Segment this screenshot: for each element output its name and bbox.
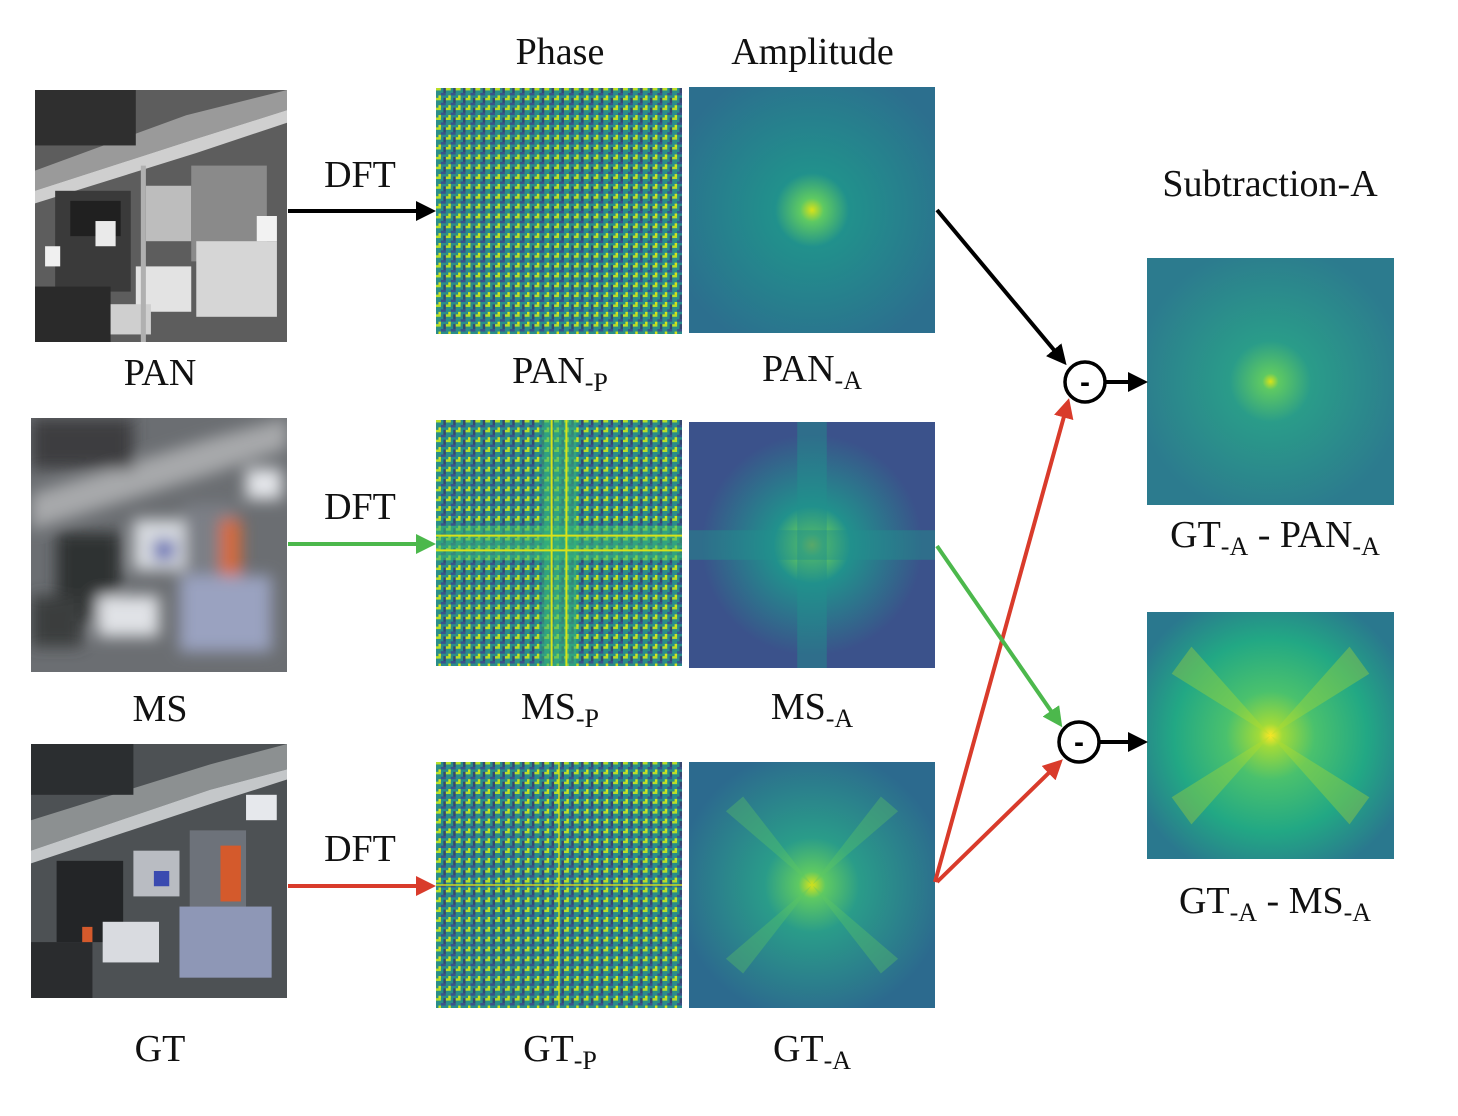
- ms-image: [31, 418, 287, 672]
- pan-phase-image: [436, 88, 682, 334]
- gt-phase-image: [436, 762, 682, 1008]
- pan-image: [35, 90, 287, 342]
- gt-phase-label: GT-P: [523, 1028, 597, 1075]
- ms-phase-image: [436, 420, 682, 666]
- gt-amplitude-image: [689, 762, 935, 1008]
- pan-phase-label: PAN-P: [512, 350, 608, 397]
- ms-phase-label: MS-P: [520, 686, 600, 733]
- gt-amp-to-op2-arrow: [935, 759, 1063, 884]
- ms-amplitude-image: [689, 422, 935, 668]
- gt-image: [31, 744, 287, 998]
- subtract-symbol-2: -: [1074, 726, 1084, 759]
- pan-amp-to-op1-arrow: [935, 208, 1067, 366]
- ms-amp-to-op2-arrow: [935, 544, 1063, 728]
- pan-dft-label: DFT: [324, 154, 396, 196]
- gt-dft-label: DFT: [324, 828, 396, 870]
- pan-amplitude-label: PAN-A: [762, 348, 862, 395]
- gt-minus-pan-amplitude-image: [1147, 258, 1394, 505]
- subtract-operator-2: [1057, 720, 1101, 764]
- subtract-symbol-1: -: [1080, 366, 1090, 399]
- phase-header: Phase: [515, 31, 605, 73]
- subtract-operator-1: [1063, 360, 1107, 404]
- pan-label: PAN: [123, 352, 197, 394]
- ms-amplitude-label: MS-A: [770, 686, 854, 733]
- amplitude-header: Amplitude: [731, 31, 894, 73]
- ms-label: MS: [132, 688, 188, 730]
- gt-minus-pan-label: GT-A - PAN-A: [1170, 514, 1380, 561]
- gt-minus-ms-label: GT-A - MS-A: [1178, 880, 1372, 927]
- pan-amplitude-image: [689, 87, 935, 333]
- gt-minus-ms-amplitude-image: [1147, 612, 1394, 859]
- gt-amplitude-label: GT-A: [772, 1028, 852, 1075]
- ms-dft-label: DFT: [324, 486, 396, 528]
- gt-label: GT: [134, 1028, 186, 1070]
- subtraction-header: Subtraction-A: [1162, 163, 1378, 205]
